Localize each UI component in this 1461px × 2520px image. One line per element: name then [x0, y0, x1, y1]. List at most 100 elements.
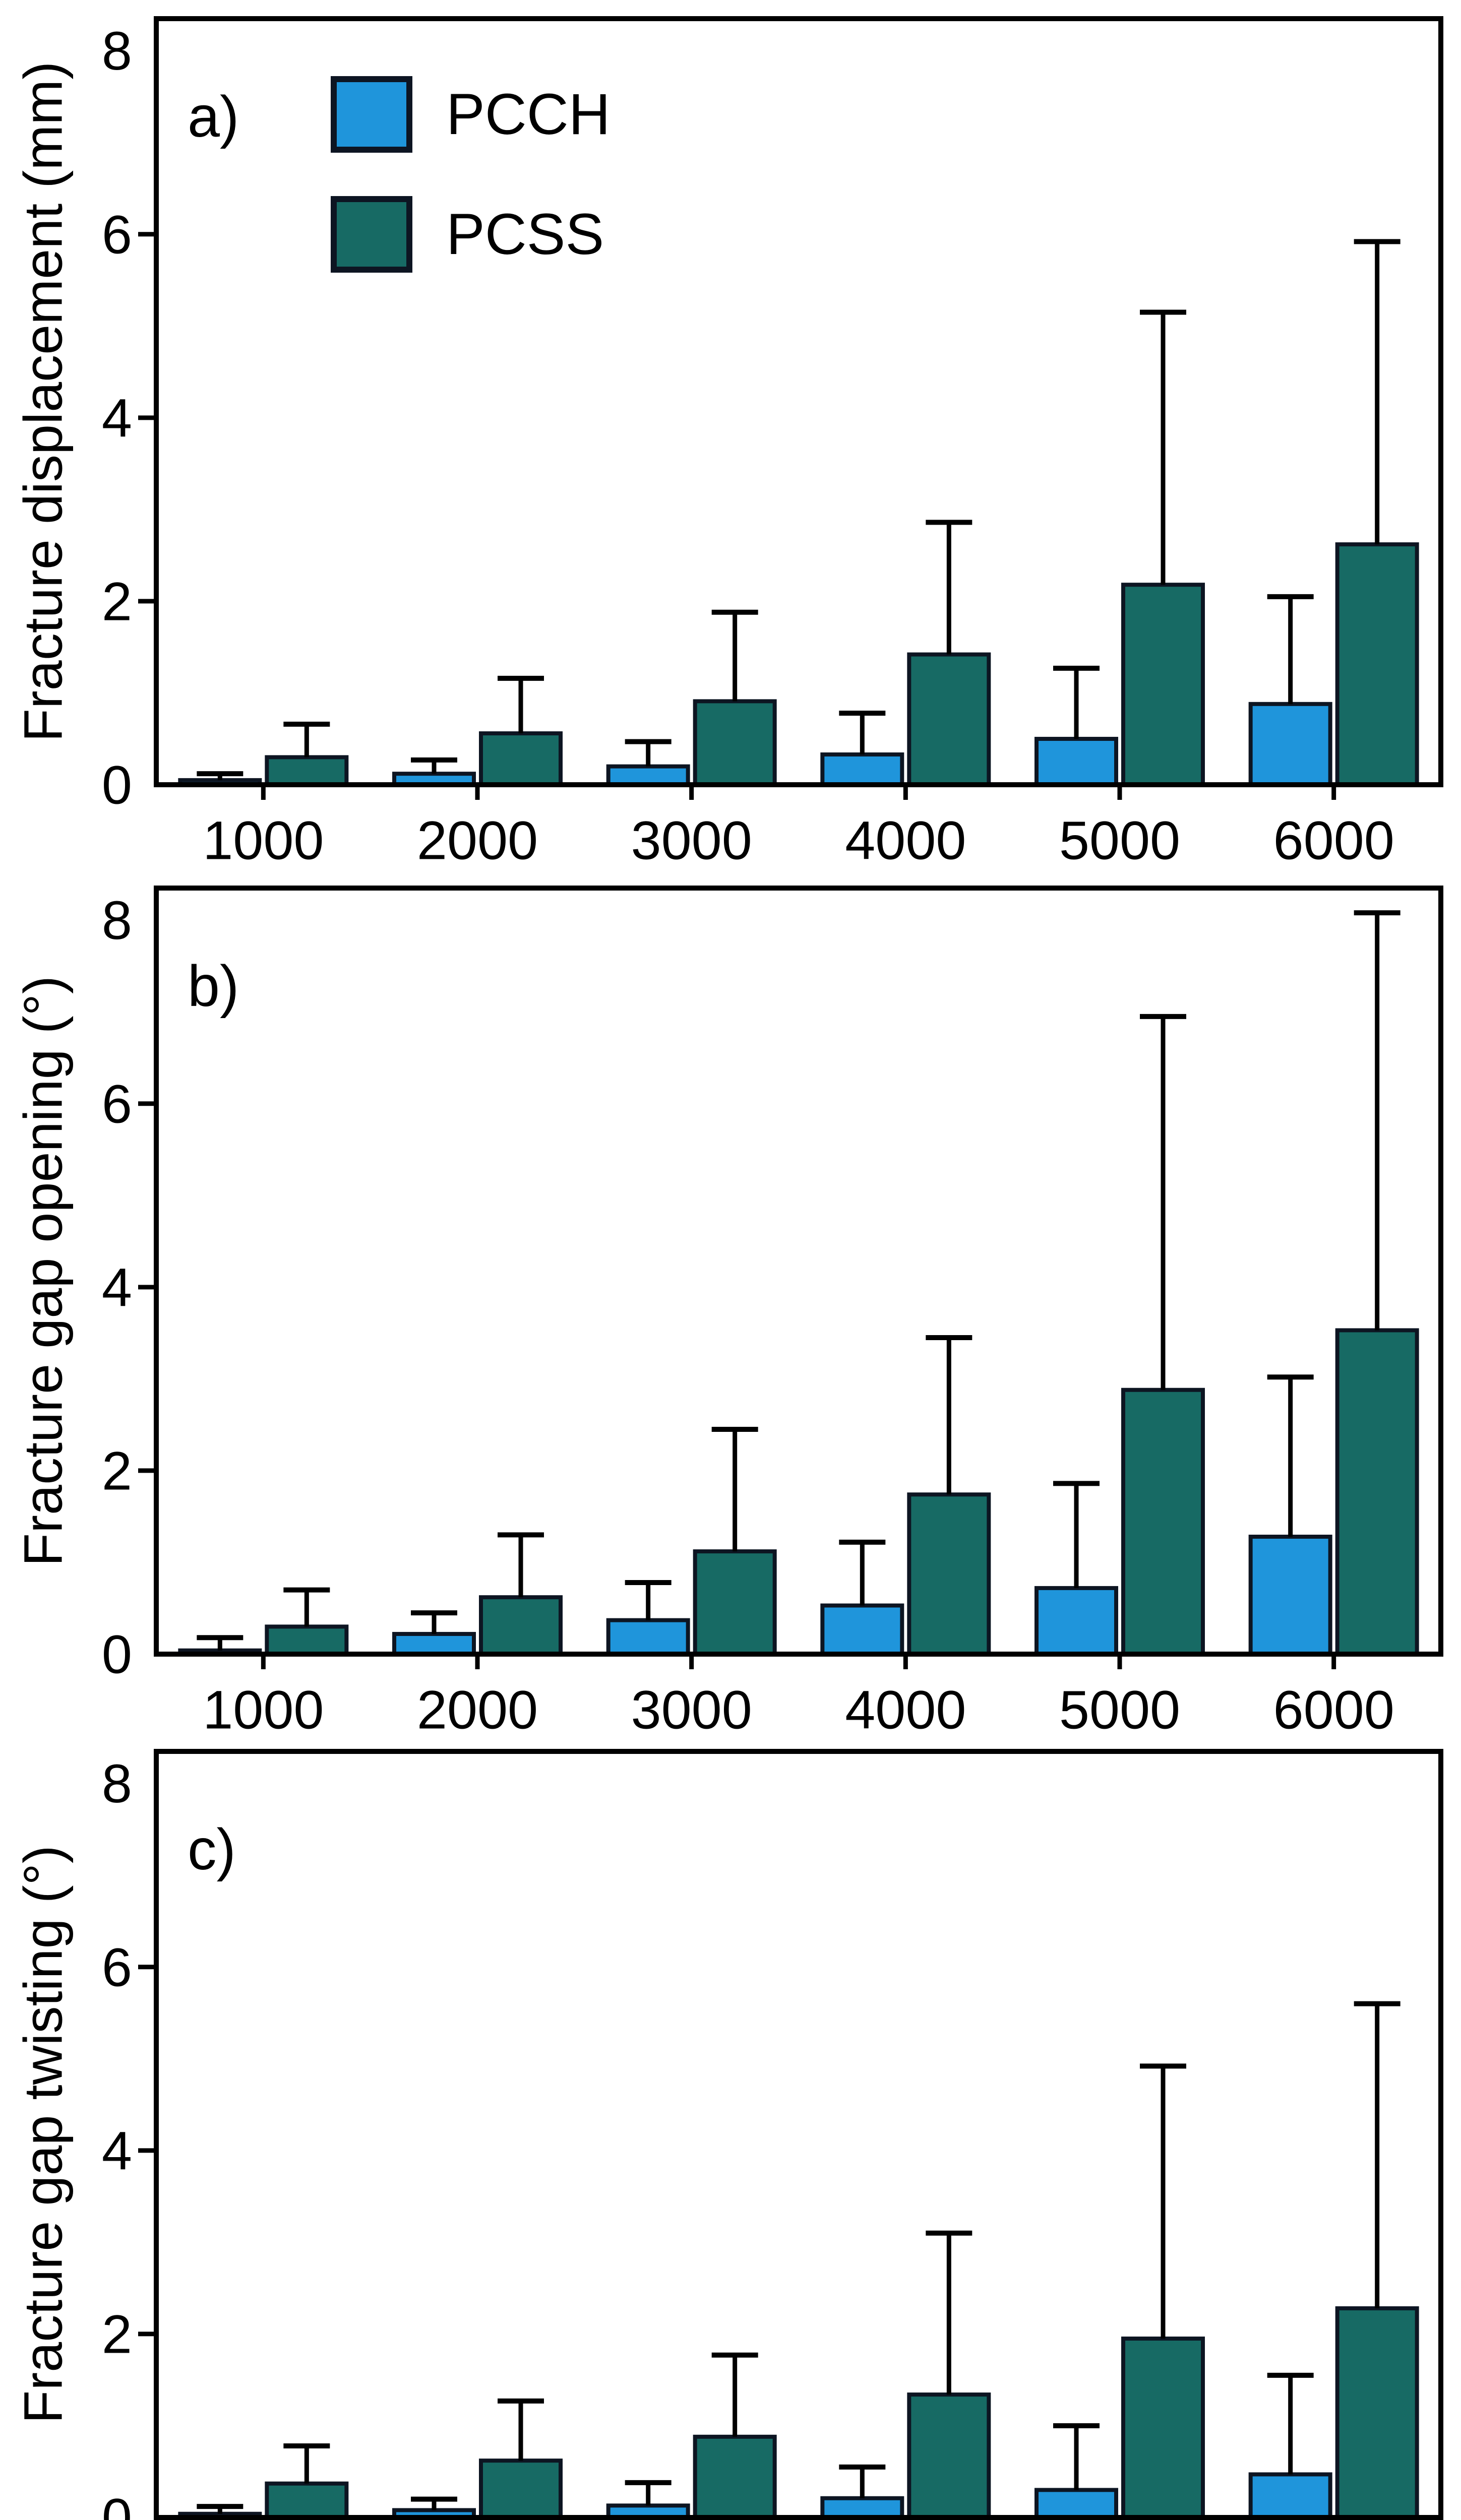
bar-pcss-4000 — [907, 2392, 991, 2519]
bar-pcss-6000 — [1335, 2306, 1419, 2519]
bar-pcss-2000 — [479, 1595, 563, 1656]
x-tick-label: 5000 — [1059, 810, 1180, 871]
legend-label-pcss: PCSS — [446, 202, 604, 267]
bar-pcss-1000 — [265, 2481, 349, 2519]
bar-pcch-3000 — [606, 1618, 690, 1657]
y-tick-label: 2 — [102, 571, 132, 632]
error-bar-pcch-2000 — [411, 757, 457, 774]
y-axis-label-a: Fracture displacement (mm) — [13, 61, 74, 742]
y-tick-label: 0 — [102, 2487, 132, 2520]
error-bar-pcch-5000 — [1053, 665, 1100, 739]
bar-pcss-4000 — [907, 652, 991, 787]
bar-pcch-2000 — [392, 1631, 476, 1657]
error-bar-pcss-5000 — [1140, 309, 1186, 585]
error-bar-pcch-1000 — [197, 771, 244, 780]
bar-pcch-5000 — [1034, 736, 1118, 787]
legend-swatch-pcch — [331, 76, 412, 153]
bar-pcch-3000 — [606, 764, 690, 787]
error-bar-pcch-1000 — [197, 2504, 244, 2514]
error-bar-pcch-5000 — [1053, 1481, 1100, 1588]
bar-pcch-6000 — [1248, 702, 1332, 787]
error-bar-pcss-3000 — [711, 609, 758, 702]
panel-a: 0 2 4 6 8 1000 2000 3000 4000 5000 6000 Fracture di… — [13, 16, 1443, 871]
error-bar-pcss-1000 — [283, 1587, 330, 1627]
error-bar-pcch-3000 — [625, 1580, 672, 1620]
bar-pcss-2000 — [479, 2459, 563, 2519]
error-bar-pcss-2000 — [498, 675, 544, 734]
bar-pcch-6000 — [1248, 1534, 1332, 1656]
x-tick-label: 5000 — [1059, 1679, 1180, 1740]
bar-pcss-5000 — [1121, 1388, 1205, 1657]
bar-pcss-1000 — [265, 1624, 349, 1656]
bar-pcss-2000 — [479, 731, 563, 787]
bar-pcss-4000 — [907, 1492, 991, 1657]
error-bar-pcch-4000 — [839, 711, 886, 754]
y-axis-label-c: Fracture gap twisting (°) — [13, 1845, 74, 2424]
error-bar-pcch-6000 — [1267, 2372, 1314, 2475]
x-tick-label: 4000 — [845, 810, 966, 871]
bar-pcch-4000 — [820, 1603, 904, 1657]
error-bar-pcch-2000 — [411, 2496, 457, 2510]
error-bar-pcss-4000 — [926, 520, 972, 655]
error-bar-pcss-1000 — [283, 721, 330, 758]
plot-border-c — [154, 1749, 1443, 2520]
error-bar-pcss-1000 — [283, 2443, 330, 2484]
legend: PCCH PCSS — [331, 76, 611, 273]
bar-pcss-6000 — [1335, 1328, 1419, 1656]
y-tick-label: 8 — [102, 1753, 132, 1814]
error-bar-pcss-5000 — [1140, 1014, 1186, 1390]
y-tick-label: 0 — [102, 754, 132, 815]
error-bar-pcch-4000 — [839, 2464, 886, 2498]
x-tick-label: 1000 — [203, 810, 324, 871]
y-tick-label: 2 — [102, 1440, 132, 1501]
bar-pcss-5000 — [1121, 2337, 1205, 2519]
y-tick-label: 0 — [102, 1624, 132, 1685]
error-bar-pcss-6000 — [1354, 239, 1401, 545]
y-axis-label-b: Fracture gap opening (°) — [13, 976, 74, 1566]
bar-pcch-4000 — [820, 2496, 904, 2520]
y-tick-label: 2 — [102, 2303, 132, 2364]
bar-pcch-4000 — [820, 752, 904, 787]
error-bar-pcss-4000 — [926, 1335, 972, 1495]
error-bar-pcss-4000 — [926, 2230, 972, 2395]
x-tick-label: 3000 — [631, 1679, 752, 1740]
y-tick-label: 6 — [102, 1073, 132, 1134]
y-tick-label: 4 — [102, 2120, 132, 2181]
error-bar-pcss-3000 — [711, 2352, 758, 2437]
y-tick-label: 4 — [102, 1256, 132, 1317]
error-bar-pcss-3000 — [711, 1427, 758, 1552]
bar-pcss-5000 — [1121, 583, 1205, 787]
error-bar-pcch-5000 — [1053, 2423, 1100, 2490]
x-tick-label: 2000 — [417, 1679, 538, 1740]
error-bar-pcss-6000 — [1354, 910, 1401, 1331]
error-bar-pcss-2000 — [498, 1532, 544, 1598]
bar-pcss-1000 — [265, 755, 349, 787]
bar-pcss-6000 — [1335, 542, 1419, 787]
legend-label-pcch: PCCH — [446, 82, 611, 147]
error-bar-pcss-5000 — [1140, 2063, 1186, 2339]
error-bar-pcss-6000 — [1354, 2001, 1401, 2308]
x-tick-label: 6000 — [1273, 810, 1394, 871]
x-tick-label: 3000 — [631, 810, 752, 871]
error-bar-pcch-3000 — [625, 2480, 672, 2506]
error-bar-pcch-3000 — [625, 739, 672, 767]
bar-pcch-6000 — [1248, 2472, 1332, 2519]
error-bar-pcch-6000 — [1267, 594, 1314, 704]
x-tick-label: 4000 — [845, 1679, 966, 1740]
bar-pcch-5000 — [1034, 2488, 1118, 2519]
x-tick-label: 1000 — [203, 1679, 324, 1740]
x-tick-label: 2000 — [417, 810, 538, 871]
error-bar-pcch-6000 — [1267, 1374, 1314, 1537]
panel-b: 0 2 4 6 8 1000 2000 3000 4000 5000 6000 Fracture ga… — [13, 886, 1443, 1740]
error-bar-pcch-1000 — [197, 1635, 244, 1651]
x-tick-label: 6000 — [1273, 1679, 1394, 1740]
y-tick-label: 8 — [102, 20, 132, 81]
y-tick-label: 6 — [102, 204, 132, 265]
bar-pcss-3000 — [693, 699, 777, 787]
error-bar-pcch-4000 — [839, 1539, 886, 1606]
panel-letter-c: c) — [188, 1817, 236, 1882]
bar-pcss-3000 — [693, 1549, 777, 1657]
